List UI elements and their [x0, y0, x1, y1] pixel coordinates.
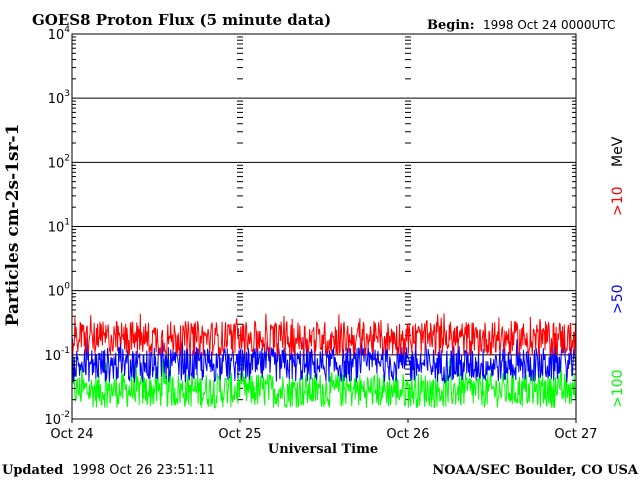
- x-tick-label: Oct 24: [50, 427, 93, 442]
- plot-frame: [71, 33, 577, 420]
- updated-value: 1998 Oct 26 23:51:11: [72, 463, 215, 478]
- series-line-2: [71, 358, 577, 409]
- y-tick-label: 104: [48, 25, 71, 43]
- axis-layer: 10-2 10-1 100 101 102 103 104 Oct 24 Oct 25 Oct 2…: [44, 25, 597, 442]
- x-tick-label: Oct 25: [218, 427, 261, 442]
- y-axis-label: Particles cm-2s-1sr-1: [3, 124, 23, 327]
- legend-series-100mev: >100: [610, 370, 626, 408]
- x-tick-label: Oct 27: [554, 427, 597, 442]
- x-axis-label: Universal Time: [268, 442, 378, 457]
- y-tick-label: 10-2: [44, 410, 70, 428]
- series-layer: [71, 313, 577, 409]
- x-tick-label: Oct 26: [386, 427, 429, 442]
- legend-series-10mev: >10: [610, 186, 626, 216]
- series-line-0: [71, 313, 577, 356]
- legend-series-50mev: >50: [610, 284, 626, 314]
- y-tick-label: 10-1: [44, 346, 70, 364]
- updated-label: Updated: [2, 463, 63, 478]
- y-tick-label: 103: [48, 89, 70, 107]
- begin-label: Begin:: [427, 18, 475, 33]
- legend-unit: MeV: [610, 136, 626, 167]
- begin-value: 1998 Oct 24 0000UTC: [483, 18, 615, 32]
- source-credit: NOAA/SEC Boulder, CO USA: [432, 463, 639, 478]
- chart-title: GOES8 Proton Flux (5 minute data): [32, 11, 331, 29]
- y-tick-label: 100: [48, 282, 71, 300]
- y-tick-label: 101: [48, 218, 70, 236]
- y-tick-label: 102: [48, 153, 70, 171]
- series-line-1: [71, 336, 577, 384]
